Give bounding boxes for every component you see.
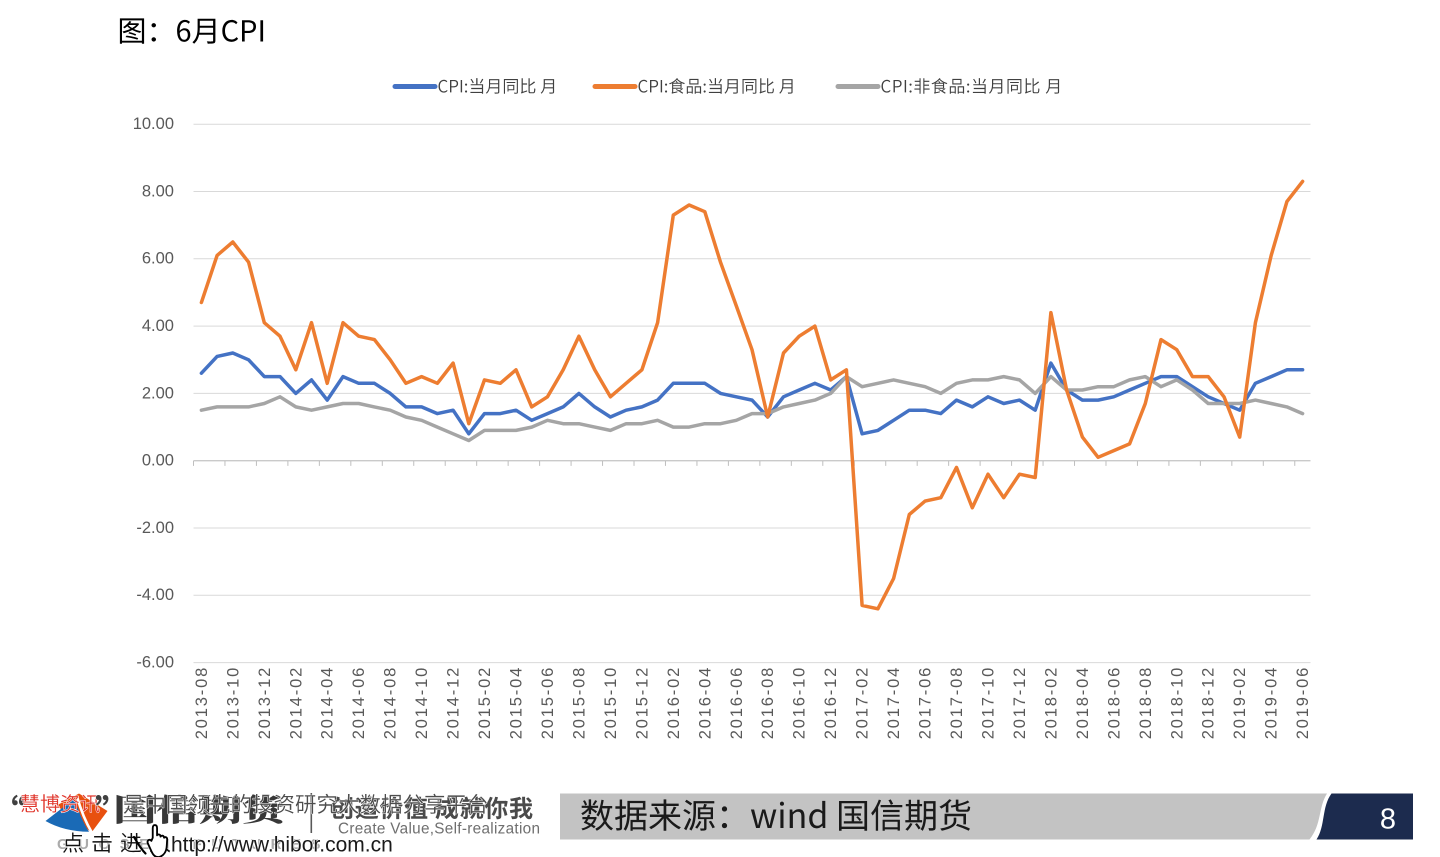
svg-text:2014-02: 2014-02 bbox=[287, 666, 305, 740]
svg-text:http://www.hibor.com.cn: http://www.hibor.com.cn bbox=[171, 834, 393, 857]
svg-text:2017-08: 2017-08 bbox=[948, 666, 966, 740]
svg-text:2015-10: 2015-10 bbox=[602, 666, 620, 740]
svg-text:10.00: 10.00 bbox=[133, 115, 174, 133]
svg-text:2019-04: 2019-04 bbox=[1263, 666, 1281, 740]
svg-text:2014-10: 2014-10 bbox=[413, 666, 431, 740]
svg-text:2018-04: 2018-04 bbox=[1074, 666, 1092, 740]
svg-text:2014-06: 2014-06 bbox=[350, 666, 368, 740]
svg-text:-6.00: -6.00 bbox=[136, 654, 174, 672]
svg-text:2016-06: 2016-06 bbox=[728, 666, 746, 740]
svg-text:2015-12: 2015-12 bbox=[633, 666, 651, 740]
svg-text:2015-04: 2015-04 bbox=[508, 666, 526, 740]
svg-text:2015-08: 2015-08 bbox=[570, 666, 588, 740]
svg-text:2018-06: 2018-06 bbox=[1105, 666, 1123, 740]
svg-text:2017-10: 2017-10 bbox=[980, 666, 998, 740]
svg-text:2014-08: 2014-08 bbox=[382, 666, 400, 740]
svg-text:2017-12: 2017-12 bbox=[1011, 666, 1029, 740]
svg-text:2019-02: 2019-02 bbox=[1231, 666, 1249, 740]
svg-text:Create Value,Self-realization: Create Value,Self-realization bbox=[338, 821, 540, 838]
svg-text:2016-04: 2016-04 bbox=[696, 666, 714, 740]
svg-text:2013-08: 2013-08 bbox=[193, 666, 211, 740]
svg-text:2014-12: 2014-12 bbox=[445, 666, 463, 740]
svg-text:2015-06: 2015-06 bbox=[539, 666, 557, 740]
svg-text:0.00: 0.00 bbox=[142, 452, 174, 470]
svg-text:2018-02: 2018-02 bbox=[1042, 666, 1060, 740]
svg-text:-4.00: -4.00 bbox=[136, 586, 174, 604]
svg-text:8.00: 8.00 bbox=[142, 182, 174, 200]
svg-text:2014-04: 2014-04 bbox=[319, 666, 337, 740]
svg-text:2018-08: 2018-08 bbox=[1137, 666, 1155, 740]
svg-text:2018-10: 2018-10 bbox=[1168, 666, 1186, 740]
svg-text:8: 8 bbox=[1380, 804, 1396, 836]
svg-text:2016-12: 2016-12 bbox=[822, 666, 840, 740]
svg-text:4.00: 4.00 bbox=[142, 317, 174, 335]
svg-text:2013-12: 2013-12 bbox=[256, 666, 274, 740]
svg-text:-2.00: -2.00 bbox=[136, 519, 174, 537]
svg-text:2017-06: 2017-06 bbox=[917, 666, 935, 740]
svg-text:6.00: 6.00 bbox=[142, 250, 174, 268]
svg-text:2013-10: 2013-10 bbox=[224, 666, 242, 740]
svg-text:2019-06: 2019-06 bbox=[1294, 666, 1312, 740]
svg-text:2015-02: 2015-02 bbox=[476, 666, 494, 740]
svg-text:2016-08: 2016-08 bbox=[759, 666, 777, 740]
svg-text:2017-02: 2017-02 bbox=[854, 666, 872, 740]
svg-text:2016-02: 2016-02 bbox=[665, 666, 683, 740]
svg-text:2017-04: 2017-04 bbox=[885, 666, 903, 740]
svg-text:2.00: 2.00 bbox=[142, 384, 174, 402]
svg-text:2016-10: 2016-10 bbox=[791, 666, 809, 740]
svg-text:2018-12: 2018-12 bbox=[1200, 666, 1218, 740]
